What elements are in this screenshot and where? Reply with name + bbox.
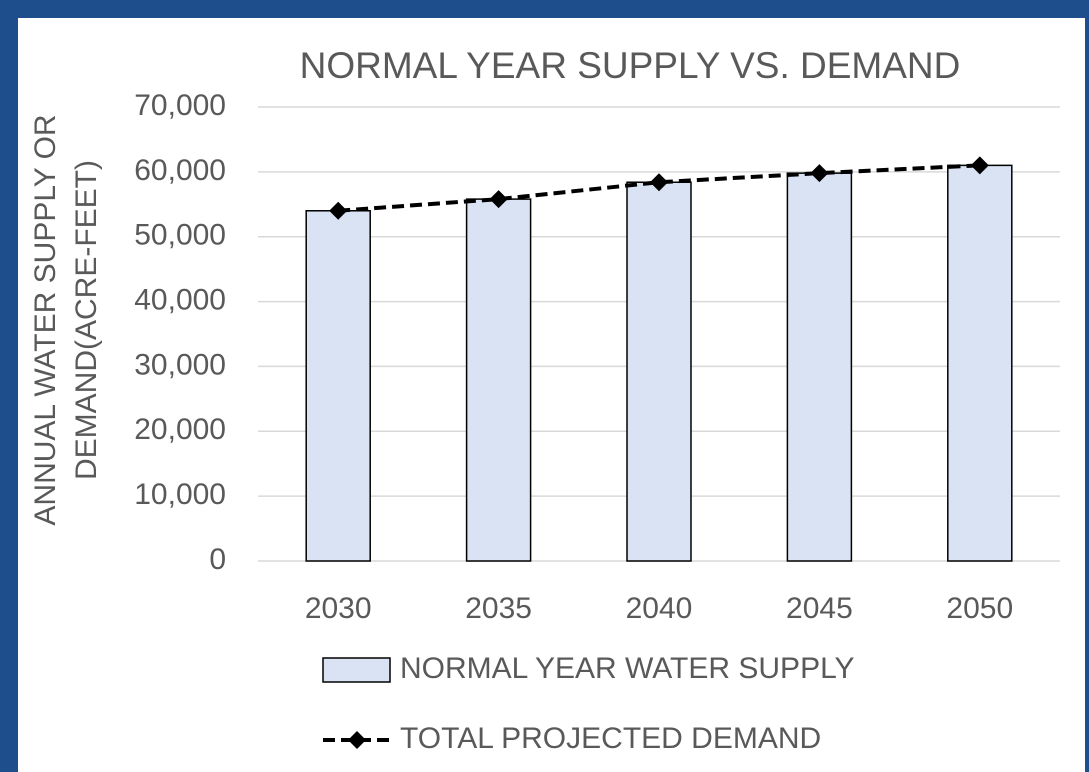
y-tick-label: 50,000 bbox=[134, 219, 226, 252]
y-tick-label: 0 bbox=[209, 543, 226, 576]
x-tick-label: 2030 bbox=[305, 592, 372, 625]
y-tick-label: 60,000 bbox=[134, 154, 226, 187]
y-axis-label: DEMAND(ACRE-FEET) bbox=[70, 160, 103, 480]
y-tick-label: 30,000 bbox=[134, 348, 226, 381]
legend-label: NORMAL YEAR WATER SUPPLY bbox=[400, 652, 855, 685]
legend-marker bbox=[348, 731, 366, 749]
chart-title: NORMAL YEAR SUPPLY VS. DEMAND bbox=[300, 45, 961, 86]
x-tick-label: 2040 bbox=[626, 592, 693, 625]
marker bbox=[650, 173, 668, 192]
y-tick-label: 20,000 bbox=[134, 413, 226, 446]
x-tick-label: 2035 bbox=[465, 592, 532, 625]
marker bbox=[810, 164, 829, 183]
y-axis-label: ANNUAL WATER SUPPLY OR bbox=[29, 114, 62, 525]
y-tick-label: 10,000 bbox=[134, 478, 226, 511]
bar bbox=[465, 198, 532, 562]
y-tick-label: 40,000 bbox=[134, 283, 226, 316]
bar bbox=[626, 181, 692, 562]
x-tick-label: 2045 bbox=[786, 592, 853, 625]
marker bbox=[970, 156, 989, 175]
bar bbox=[947, 164, 1013, 562]
bar bbox=[305, 210, 371, 562]
legend-swatch bbox=[322, 657, 391, 683]
y-tick-label: 70,000 bbox=[134, 89, 226, 122]
legend-label: TOTAL PROJECTED DEMAND bbox=[400, 722, 821, 755]
bar bbox=[786, 172, 853, 562]
x-tick-label: 2050 bbox=[946, 592, 1013, 625]
marker bbox=[489, 190, 508, 209]
marker bbox=[329, 201, 348, 220]
